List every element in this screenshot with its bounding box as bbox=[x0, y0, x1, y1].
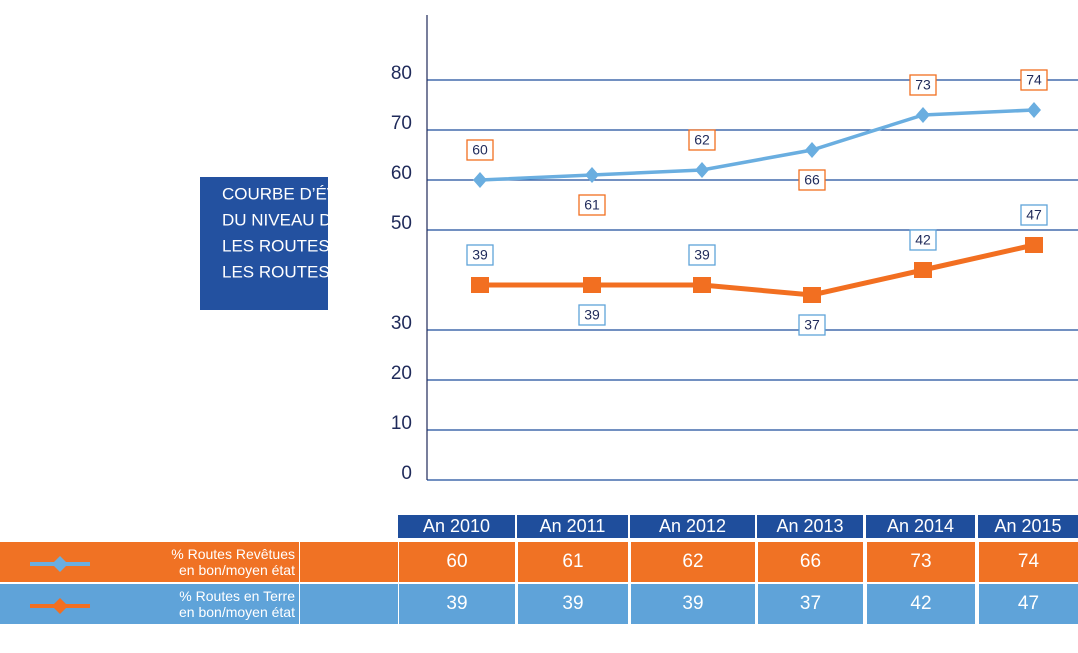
row-gap bbox=[300, 584, 398, 624]
data-label-box bbox=[1020, 69, 1048, 91]
marker bbox=[1027, 102, 1041, 118]
data-label: 74 bbox=[1026, 72, 1042, 88]
y-tick-label: 50 bbox=[391, 213, 412, 234]
data-label: 39 bbox=[584, 307, 600, 323]
legend-marker bbox=[52, 556, 68, 572]
data-label-box bbox=[909, 74, 937, 96]
data-label-box bbox=[798, 314, 826, 336]
title-line: LES ROUTES REVÊTUE ET bbox=[222, 236, 441, 255]
table-cell: 42 bbox=[866, 584, 975, 624]
table-cell: 62 bbox=[630, 542, 755, 582]
table-cell: 39 bbox=[517, 584, 628, 624]
data-label: 39 bbox=[472, 247, 488, 263]
table-header: An 2015 bbox=[978, 515, 1078, 538]
title-line: COURBE D’ÉVOLUTION bbox=[222, 184, 414, 203]
table-header: An 2010 bbox=[398, 515, 515, 538]
data-label-box bbox=[578, 304, 606, 326]
marker bbox=[583, 277, 601, 293]
data-label: 73 bbox=[915, 77, 931, 93]
marker bbox=[914, 262, 932, 278]
table-cell: 39 bbox=[398, 584, 515, 624]
data-label-box bbox=[688, 244, 716, 266]
data-label: 62 bbox=[694, 132, 710, 148]
table-header: An 2012 bbox=[630, 515, 755, 538]
y-tick-label: 0 bbox=[401, 463, 412, 484]
marker bbox=[1025, 237, 1043, 253]
y-tick-label: 10 bbox=[391, 413, 412, 434]
row-label: % Routes Revêtues en bon/moyen état bbox=[171, 546, 295, 578]
data-label: 39 bbox=[694, 247, 710, 263]
table-header: An 2013 bbox=[757, 515, 863, 538]
data-label-box bbox=[578, 194, 606, 216]
marker bbox=[471, 277, 489, 293]
data-label-box bbox=[466, 139, 494, 161]
marker bbox=[693, 277, 711, 293]
y-tick-label: 20 bbox=[391, 363, 412, 384]
data-label: 61 bbox=[584, 197, 600, 213]
marker bbox=[916, 107, 930, 123]
y-tick-label: 70 bbox=[391, 113, 412, 134]
y-tick-label: 60 bbox=[391, 163, 412, 184]
data-label: 60 bbox=[472, 142, 488, 158]
data-label: 66 bbox=[804, 172, 820, 188]
marker bbox=[805, 142, 819, 158]
table-cell: 74 bbox=[978, 542, 1078, 582]
table-cell: 66 bbox=[757, 542, 863, 582]
title-line: LES ROUTES EN TERRE bbox=[222, 262, 420, 281]
data-label-box bbox=[909, 229, 937, 251]
data-label-box bbox=[688, 129, 716, 151]
data-label: 42 bbox=[915, 232, 931, 248]
title-box bbox=[200, 177, 328, 310]
series-line bbox=[479, 108, 1035, 182]
table-cell: 37 bbox=[757, 584, 863, 624]
table-cell: 73 bbox=[866, 542, 975, 582]
table-header: An 2014 bbox=[866, 515, 975, 538]
row-gap bbox=[300, 542, 398, 582]
table-cell: 47 bbox=[978, 584, 1078, 624]
legend-marker bbox=[52, 598, 68, 614]
marker bbox=[585, 167, 599, 183]
table-cell: 39 bbox=[630, 584, 755, 624]
data-label-box bbox=[1020, 204, 1048, 226]
data-label: 47 bbox=[1026, 207, 1042, 223]
marker bbox=[803, 287, 821, 303]
table-cell: 61 bbox=[517, 542, 628, 582]
table-cell: 60 bbox=[398, 542, 515, 582]
data-label-box bbox=[466, 244, 494, 266]
y-tick-label: 30 bbox=[391, 313, 412, 334]
marker bbox=[695, 162, 709, 178]
marker bbox=[473, 172, 487, 188]
title-line: DU NIVEAU DE SERVICE SUR bbox=[222, 210, 463, 229]
table-header: An 2011 bbox=[517, 515, 628, 538]
data-label-box bbox=[798, 169, 826, 191]
series-line bbox=[480, 242, 1035, 298]
data-label: 37 bbox=[804, 317, 820, 333]
row-label: % Routes en Terre en bon/moyen état bbox=[179, 588, 295, 620]
y-tick-label: 80 bbox=[391, 63, 412, 84]
